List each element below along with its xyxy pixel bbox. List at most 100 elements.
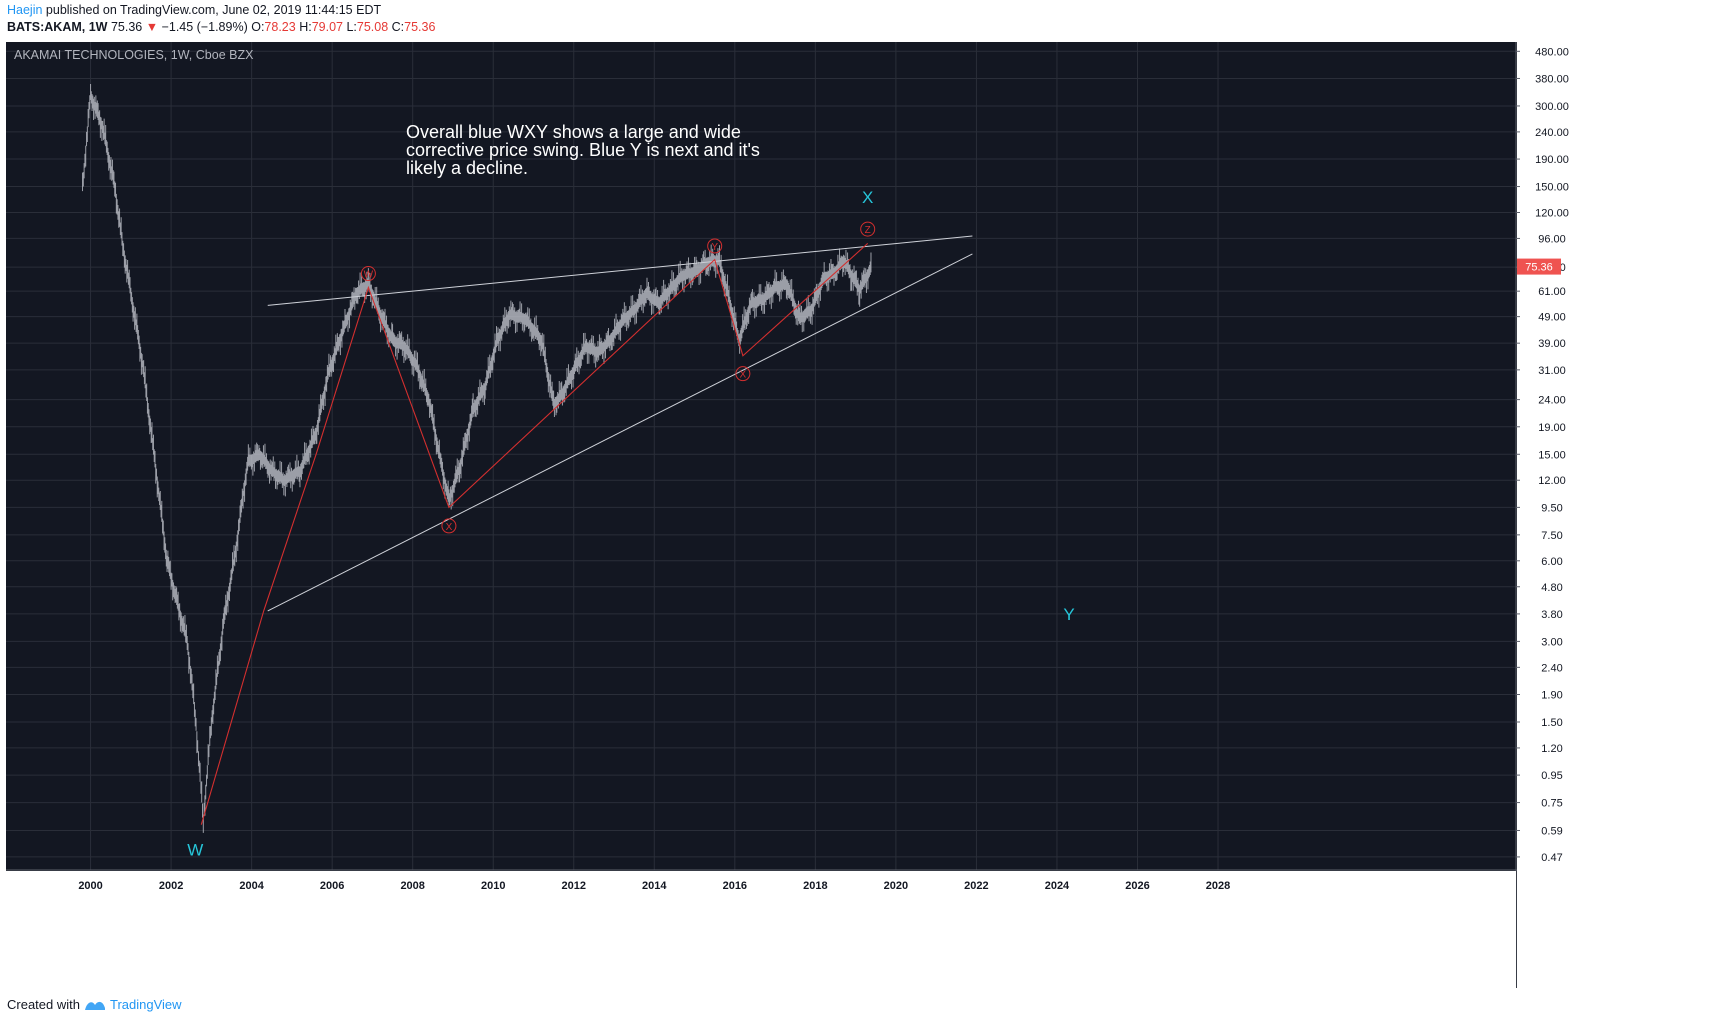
- circled-label-z: Z: [860, 221, 876, 237]
- y-tick-label: 6.00: [1541, 556, 1562, 568]
- y-tick-label: 19.00: [1538, 422, 1566, 434]
- open-value: 78.23: [264, 20, 296, 34]
- high-value: 79.07: [311, 20, 343, 34]
- published-text: published on TradingView.com, June 02, 2…: [45, 3, 382, 17]
- wave-labels: W X Y X Z W X Y: [187, 188, 1074, 860]
- y-tick-label: 480.00: [1535, 46, 1569, 58]
- wave-lines: [200, 242, 869, 825]
- y-tick-label: 190.00: [1535, 154, 1569, 166]
- created-with-text: Created with: [7, 997, 80, 1012]
- y-tick-label: 39.00: [1538, 338, 1566, 350]
- price-badge-text: 75.36: [1525, 262, 1553, 274]
- y-tick-label: 1.50: [1541, 717, 1562, 729]
- price-badge-bg: [1517, 258, 1561, 275]
- trendline: [267, 235, 973, 306]
- x-tick-label: 2000: [78, 880, 102, 892]
- blue-label-y: Y: [1063, 605, 1074, 624]
- time-axis-background: [6, 871, 1516, 988]
- y-tick-label: 2.40: [1541, 662, 1562, 674]
- grid-lines: [6, 42, 1516, 870]
- y-tick-label: 0.59: [1541, 825, 1562, 837]
- trendlines: [267, 235, 973, 612]
- y-tick-label: 0.75: [1541, 798, 1562, 810]
- y-tick-label: 24.00: [1538, 395, 1566, 407]
- circled-label-text: X: [446, 522, 453, 533]
- down-arrow-icon: ▼: [145, 20, 159, 34]
- close-label: C:: [391, 20, 405, 34]
- x-tick-label: 2008: [400, 880, 424, 892]
- x-tick-label: 2002: [159, 880, 183, 892]
- circled-label-ring: [441, 518, 457, 534]
- low-label: L:: [346, 20, 357, 34]
- x-tick-label: 2006: [320, 880, 344, 892]
- circled-label-w: W: [360, 266, 376, 282]
- y-tick-label: 1.20: [1541, 743, 1562, 755]
- y-tick-label: 9.50: [1541, 502, 1562, 514]
- x-tick-label: 2022: [964, 880, 988, 892]
- price-axis[interactable]: 480.00 380.00 300.00 240.00 190.00 150.00 120.…: [1516, 42, 1720, 988]
- chart-background: [6, 42, 1720, 988]
- chart-canvas[interactable]: W X Y X Z W X Y AKAMAI TECHNOLOGIES, 1W, Cboe B…: [6, 42, 1720, 988]
- circled-label-y: Y: [707, 238, 723, 254]
- high-label: H:: [299, 20, 312, 34]
- blue-label-x: X: [862, 188, 873, 207]
- x-tick-label: 2018: [803, 880, 827, 892]
- x-tick-label: 2024: [1045, 880, 1070, 892]
- circled-label-ring: [707, 238, 723, 254]
- y-tick-label: 15.00: [1538, 449, 1566, 461]
- trendline: [267, 253, 973, 612]
- y-tick-label: 240.00: [1535, 127, 1569, 139]
- author-link[interactable]: Haejin: [7, 3, 43, 17]
- blue-label-w: W: [187, 841, 203, 860]
- circled-label-x: X: [441, 518, 457, 534]
- chart-title: AKAMAI TECHNOLOGIES, 1W, Cboe BZX: [14, 48, 254, 62]
- x-tick-label: 2026: [1125, 880, 1149, 892]
- y-tick-label: 96.00: [1538, 233, 1566, 245]
- price-bars: [82, 83, 872, 833]
- y-tick-label: 7.50: [1541, 530, 1562, 542]
- x-tick-label: 2004: [239, 880, 264, 892]
- x-tick-label: 2012: [562, 880, 586, 892]
- annotation-line-2[interactable]: corrective price swing. Blue Y is next a…: [406, 140, 760, 160]
- y-tick-label: 3.80: [1541, 609, 1562, 621]
- circled-label-text: Z: [865, 225, 871, 236]
- y-tick-label: 120.00: [1535, 207, 1569, 219]
- open-label: O:: [251, 20, 265, 34]
- y-tick-label: 150.00: [1535, 182, 1569, 194]
- y-tick-label: 31.00: [1538, 365, 1566, 377]
- circled-label-ring: [360, 266, 376, 282]
- y-tick-label: 12.00: [1538, 475, 1566, 487]
- publish-info: Haejin published on TradingView.com, Jun…: [7, 3, 381, 17]
- time-axis[interactable]: 2000 2002 2004 2006 2008 2010 2012 2014 2016 2018…: [6, 871, 1516, 988]
- tradingview-logo-icon: [84, 1001, 105, 1010]
- y-tick-label: 380.00: [1535, 73, 1569, 85]
- price-change: −1.45 (−1.89%): [161, 20, 248, 34]
- x-tick-label: 2020: [884, 880, 908, 892]
- price-series: [82, 83, 872, 833]
- footer: Created with TradingView: [7, 997, 182, 1012]
- y-tick-label: 300.00: [1535, 101, 1569, 113]
- x-tick-label: 2028: [1206, 880, 1230, 892]
- close-value: 75.36: [404, 20, 436, 34]
- circled-label-text: Y: [711, 242, 718, 253]
- circled-label-ring: [735, 366, 751, 382]
- y-tick-label: 0.95: [1541, 770, 1562, 782]
- symbol-label: BATS:AKAM, 1W: [7, 20, 108, 34]
- x-tick-label: 2014: [642, 880, 667, 892]
- price-chart[interactable]: W X Y X Z W X Y AKAMAI TECHNOLOGIES, 1W, Cboe B…: [6, 42, 1720, 988]
- annotation-line-1[interactable]: Overall blue WXY shows a large and wide: [406, 122, 741, 142]
- current-price-badge: 75.36: [1517, 258, 1561, 275]
- tradingview-brand-link[interactable]: TradingView: [109, 997, 182, 1012]
- circled-label-ring: [860, 221, 876, 237]
- y-tick-label: 49.00: [1538, 312, 1566, 324]
- circled-label-x: X: [735, 366, 751, 382]
- y-tick-label: 0.47: [1541, 852, 1562, 864]
- last-price: 75.36: [110, 20, 143, 34]
- x-tick-label: 2010: [481, 880, 505, 892]
- y-tick-label: 3.00: [1541, 636, 1562, 648]
- price-axis-background: [1517, 42, 1720, 988]
- x-tick-label: 2016: [723, 880, 747, 892]
- symbol-info-bar: BATS:AKAM, 1W 75.36 ▼ −1.45 (−1.89%) O:7…: [7, 20, 435, 34]
- low-value: 75.08: [356, 20, 389, 34]
- annotation-line-3[interactable]: likely a decline.: [406, 158, 528, 178]
